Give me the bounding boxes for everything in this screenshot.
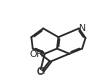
Text: Cl: Cl [36, 67, 46, 76]
Text: O: O [37, 68, 44, 77]
Text: OH: OH [30, 50, 44, 59]
Text: N: N [78, 24, 85, 33]
